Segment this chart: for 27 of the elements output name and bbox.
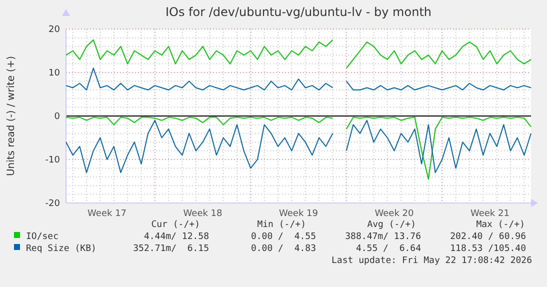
text: Cur (-/+) — [151, 220, 200, 230]
text: 388.47m/ 13.76 — [345, 232, 421, 242]
x-tick-label: Week 17 — [88, 208, 127, 219]
x-tick-label: Week 19 — [279, 208, 318, 219]
text: 352.71m/ 6.15 — [133, 244, 209, 254]
y-tick-label: -10 — [45, 155, 60, 166]
text: Min (-/+) — [257, 220, 306, 230]
x-tick-label: Week 21 — [470, 208, 510, 219]
text: Max (-/+) — [476, 220, 525, 230]
text: Last update: Fri May 22 17:08:42 2026 — [332, 256, 532, 266]
legend-label: Req Size (KB) — [26, 244, 96, 254]
x-tick-label: Week 18 — [183, 208, 223, 219]
text: 118.53 /105.40 — [450, 244, 526, 254]
y-tick-label: -20 — [45, 198, 60, 209]
y-tick-label: 0 — [54, 112, 60, 122]
text: 4.55 / 6.64 — [356, 244, 421, 254]
x-tick-label: Week 20 — [374, 208, 414, 219]
text: Avg (-/+) — [367, 220, 416, 230]
text: 0.00 / 4.55 — [250, 232, 316, 242]
y-tick-label: 10 — [48, 68, 60, 78]
text: 202.40 / 60.96 — [450, 232, 526, 242]
legend-label: IO/sec — [26, 232, 59, 242]
chart-title: IOs for /dev/ubuntu-vg/ubuntu-lv - by month — [165, 5, 432, 19]
y-tick-label: 20 — [48, 24, 60, 35]
text: 0.00 / 4.83 — [250, 244, 316, 254]
text: 4.44m/ 12.58 — [144, 232, 209, 242]
y-axis-title: Units read (-) / write (+) — [6, 56, 17, 176]
